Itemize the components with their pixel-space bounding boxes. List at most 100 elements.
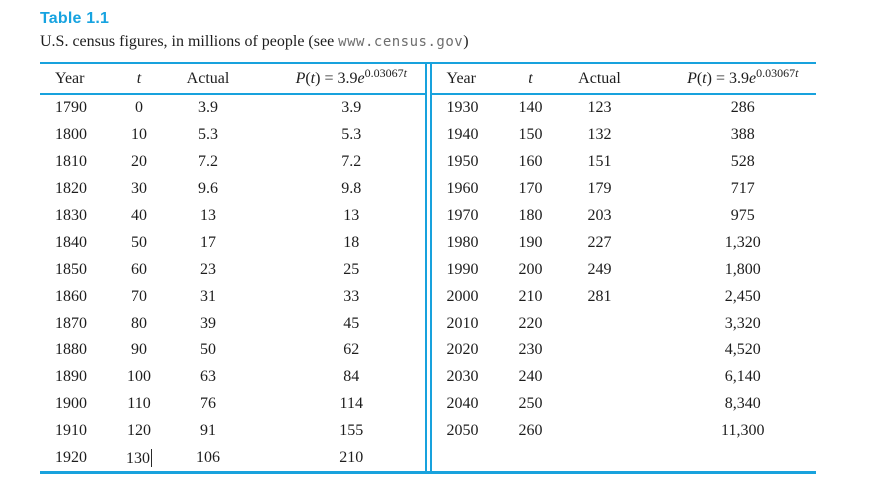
model-value-cell: 33 xyxy=(343,287,360,305)
actual-cell: 5.3 xyxy=(198,126,218,144)
model-value-cell: 286 xyxy=(730,99,755,117)
actual-cell: 7.2 xyxy=(198,153,218,171)
t-cell: 100 xyxy=(127,368,151,386)
year-cell: 1890 xyxy=(55,368,87,386)
t-cell: 50 xyxy=(131,233,147,251)
table-row: 1880 90 50 62 xyxy=(40,337,425,364)
model-value-cell: 3,320 xyxy=(724,314,761,332)
model-value-cell: 8,340 xyxy=(724,395,761,413)
table-row: 1950 160 151 528 xyxy=(432,149,817,176)
actual-cell: 39 xyxy=(200,314,216,332)
census-table-left-half: Year t Actual P(t) = 3.9e0.03067t 1790 0 3… xyxy=(40,64,425,471)
model-value-cell: 62 xyxy=(343,341,360,359)
actual-cell xyxy=(558,310,642,337)
column-header-model-formula: P(t) = 3.9e0.03067t xyxy=(250,64,425,95)
t-cell: 60 xyxy=(131,260,147,278)
t-cell: 0 xyxy=(135,99,143,117)
t-cell: 250 xyxy=(518,395,543,413)
actual-cell xyxy=(558,418,642,445)
t-cell: 80 xyxy=(131,314,147,332)
census-url: www.census.gov xyxy=(338,34,464,50)
table-row: 1890 100 63 84 xyxy=(40,364,425,391)
t-cell: 170 xyxy=(518,180,543,198)
column-header-t: t xyxy=(112,64,166,95)
year-cell: 1800 xyxy=(55,126,87,144)
model-value-cell: 155 xyxy=(339,422,364,440)
actual-cell: 227 xyxy=(587,233,612,251)
t-cell: 200 xyxy=(518,260,543,278)
year-cell: 2040 xyxy=(446,395,479,413)
table-row: 2030 240 6,140 xyxy=(432,364,817,391)
column-header-model-formula: P(t) = 3.9e0.03067t xyxy=(641,64,816,95)
actual-cell xyxy=(558,337,642,364)
t-cell: 90 xyxy=(131,341,147,359)
column-header-t: t xyxy=(503,64,558,95)
model-value-cell: 5.3 xyxy=(341,126,362,144)
table-row: 1940 150 132 388 xyxy=(432,122,817,149)
year-cell: 1990 xyxy=(446,260,479,278)
table-row: 2050 260 11,300 xyxy=(432,418,817,445)
year-cell: 1940 xyxy=(446,126,479,144)
header-row: Year t Actual P(t) = 3.9e0.03067t xyxy=(431,64,816,95)
t-cell: 220 xyxy=(518,314,543,332)
actual-cell: 132 xyxy=(587,126,612,144)
t-cell: 130 xyxy=(126,448,152,467)
model-value-cell: 11,300 xyxy=(721,422,765,440)
year-cell: 1900 xyxy=(55,395,87,413)
year-cell: 1970 xyxy=(446,207,479,224)
model-value-cell: 7.2 xyxy=(341,153,362,171)
t-cell: 20 xyxy=(131,153,147,171)
year-cell: 1980 xyxy=(446,233,479,251)
column-header-year: Year xyxy=(431,64,504,95)
year-cell: 2010 xyxy=(446,314,479,332)
table-row: 2000 210 281 2,450 xyxy=(432,283,817,310)
text-cursor-artifact xyxy=(150,448,152,467)
column-header-actual: Actual xyxy=(557,64,642,95)
t-cell: 240 xyxy=(518,368,543,386)
model-value-cell: 18 xyxy=(343,233,360,251)
actual-cell: 106 xyxy=(196,449,220,467)
t-cell: 70 xyxy=(131,287,147,305)
table-row: 1830 40 13 13 xyxy=(40,203,425,230)
year-cell: 2020 xyxy=(446,341,479,359)
table-row: 1920 130 106 210 xyxy=(40,445,425,472)
actual-cell: 17 xyxy=(200,233,216,251)
year-cell: 1950 xyxy=(446,153,479,171)
year-cell: 1840 xyxy=(55,233,87,251)
actual-cell xyxy=(558,391,642,418)
t-cell: 110 xyxy=(127,395,151,413)
year-cell: 1930 xyxy=(446,99,479,117)
table-row: 1960 170 179 717 xyxy=(432,176,817,203)
year-cell: 2000 xyxy=(446,287,479,305)
actual-cell: 31 xyxy=(200,287,216,305)
model-value-cell: 210 xyxy=(339,449,364,467)
year-cell: 1910 xyxy=(55,422,87,440)
table-row: 1800 10 5.3 5.3 xyxy=(40,122,425,149)
actual-cell xyxy=(558,364,642,391)
actual-cell: 123 xyxy=(587,99,612,117)
t-cell: 230 xyxy=(518,341,543,359)
model-value-cell: 9.8 xyxy=(341,180,362,198)
census-table-right-half: Year t Actual P(t) = 3.9e0.03067t 1930 14… xyxy=(431,64,817,445)
year-cell: 1810 xyxy=(55,153,87,171)
model-value-cell: 25 xyxy=(343,260,360,278)
actual-cell: 281 xyxy=(587,287,612,305)
table-row: 1870 80 39 45 xyxy=(40,310,425,337)
subtitle-text-after-url: ) xyxy=(463,33,469,50)
t-cell: 30 xyxy=(131,180,147,198)
model-value-cell: 13 xyxy=(343,207,360,224)
year-cell: 1860 xyxy=(55,287,87,305)
year-cell: 1790 xyxy=(55,99,87,117)
model-value-cell: 717 xyxy=(730,180,755,198)
double-rule-divider xyxy=(424,64,432,471)
actual-cell: 203 xyxy=(587,207,612,224)
t-cell: 210 xyxy=(518,287,543,305)
actual-cell: 63 xyxy=(200,368,216,386)
t-cell: 160 xyxy=(518,153,543,171)
table-row: 2020 230 4,520 xyxy=(432,337,817,364)
header-row: Year t Actual P(t) = 3.9e0.03067t xyxy=(40,64,425,95)
year-cell: 1820 xyxy=(55,180,87,198)
model-value-cell: 975 xyxy=(730,207,755,224)
t-cell: 10 xyxy=(131,126,147,144)
table-row: 2010 220 3,320 xyxy=(432,310,817,337)
